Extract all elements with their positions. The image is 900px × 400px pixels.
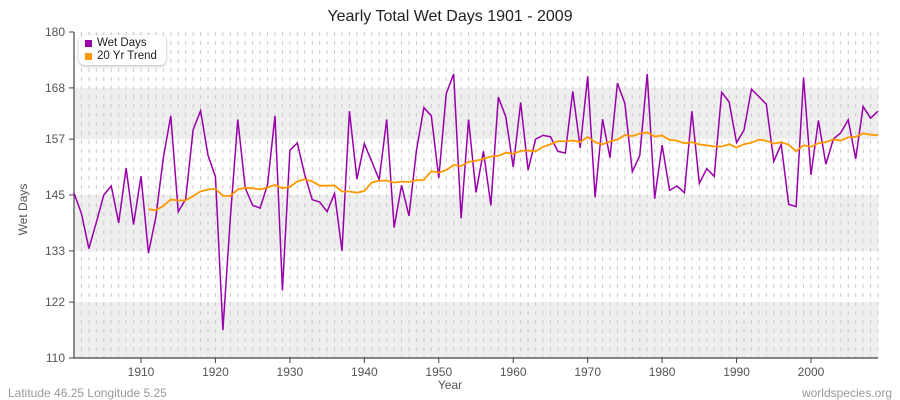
svg-text:122: 122 [45,295,65,309]
svg-text:133: 133 [45,244,65,258]
svg-text:1950: 1950 [425,365,452,379]
svg-text:1990: 1990 [723,365,750,379]
svg-text:2000: 2000 [798,365,825,379]
svg-text:1980: 1980 [649,365,676,379]
svg-text:1930: 1930 [277,365,304,379]
svg-text:1960: 1960 [500,365,527,379]
svg-text:1920: 1920 [202,365,229,379]
svg-text:180: 180 [45,25,65,39]
svg-text:157: 157 [45,132,65,146]
svg-text:1940: 1940 [351,365,378,379]
svg-text:1970: 1970 [574,365,601,379]
svg-text:110: 110 [46,351,65,365]
svg-text:145: 145 [45,188,65,202]
svg-text:1910: 1910 [128,365,155,379]
svg-text:168: 168 [45,81,65,95]
